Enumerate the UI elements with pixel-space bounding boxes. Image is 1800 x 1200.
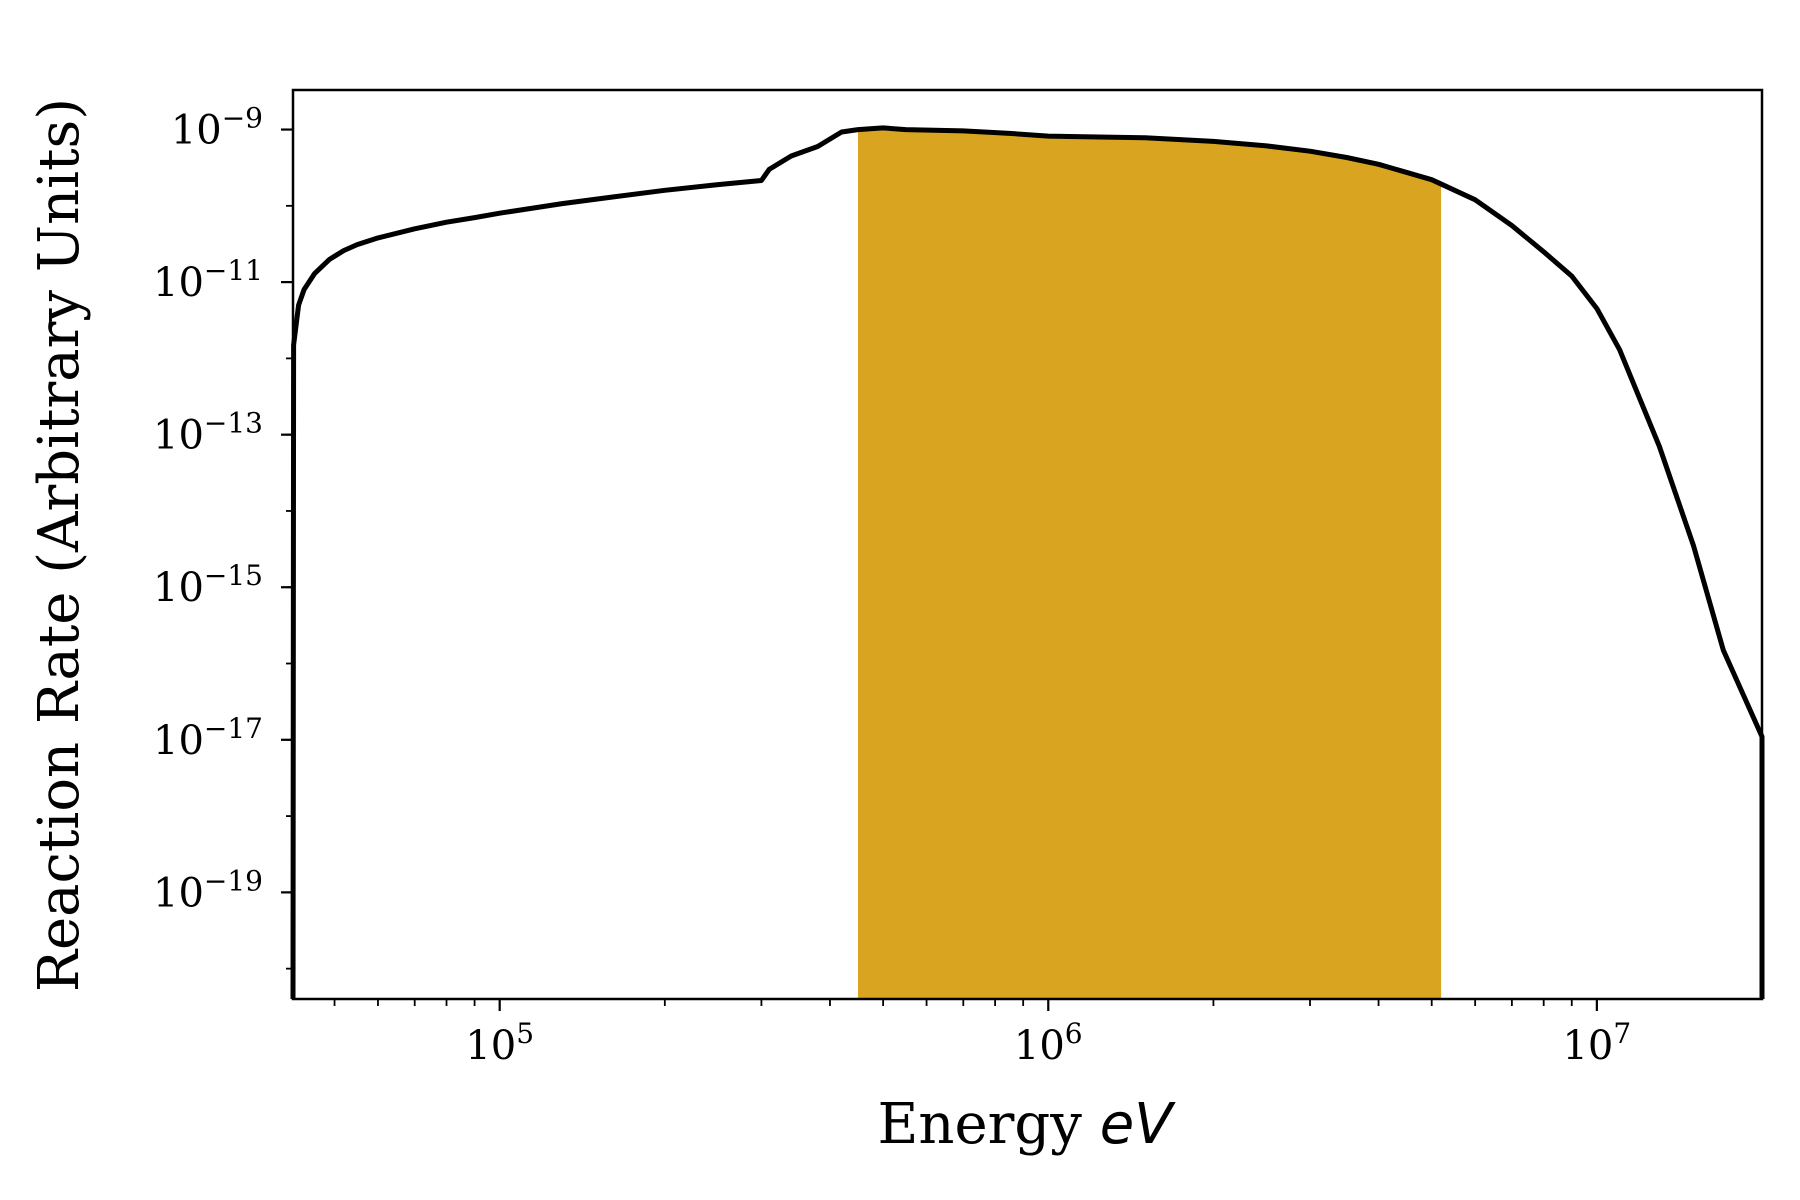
highlight-band-layer	[858, 127, 1442, 999]
plot-frame	[291, 88, 1764, 1001]
y-tick-label: 10−15	[153, 559, 263, 611]
series-line	[290, 125, 1765, 1000]
y-axis-title: Reaction Rate (Arbitrary Units)	[27, 98, 92, 992]
highlight-band	[858, 127, 1442, 999]
series-layer	[290, 125, 1765, 1000]
x-tick-label: 106	[1014, 1017, 1083, 1069]
y-tick-label: 10−19	[153, 864, 263, 916]
x-axis-title: Energy eV	[878, 1092, 1177, 1157]
x-axis-ticks: 105 106 107	[333, 999, 1631, 1069]
x-tick-label: 105	[465, 1017, 534, 1069]
y-tick-label: 10−17	[153, 712, 263, 764]
y-tick-label: 10−11	[153, 254, 263, 306]
y-tick-label: 10−9	[171, 102, 263, 154]
y-tick-label: 10−13	[153, 407, 263, 459]
x-tick-label: 107	[1562, 1017, 1631, 1069]
y-axis-ticks: 10−9 10−11 10−13 10−15 10−17 10−19	[153, 102, 293, 970]
